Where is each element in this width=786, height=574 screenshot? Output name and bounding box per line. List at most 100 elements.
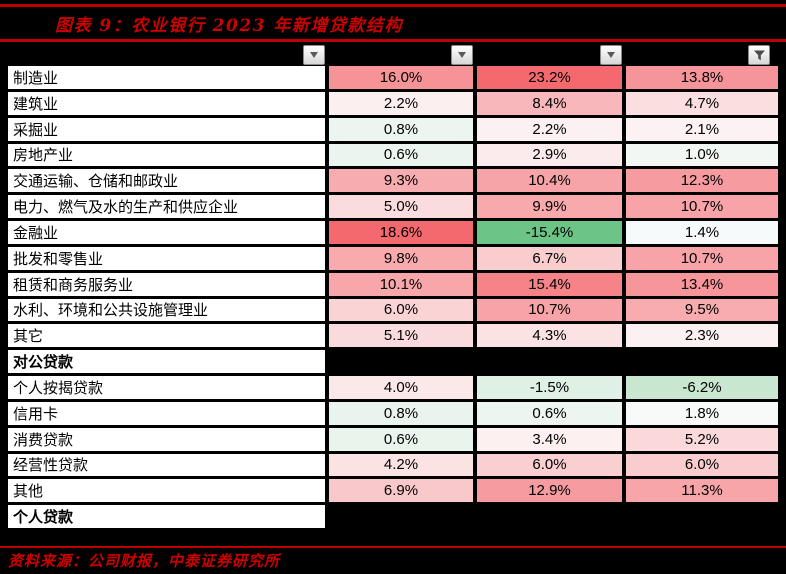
value-cell: 4.3% <box>477 324 622 351</box>
table-row: 金融业 18.6% -15.4% 1.4% <box>8 221 778 247</box>
table-row: 个人按揭贷款 4.0% -1.5% -6.2% <box>8 376 778 402</box>
filter-dropdown-button-col1[interactable] <box>451 45 473 65</box>
chevron-down-icon <box>310 52 318 58</box>
source-note: 资料来源：公司财报，中泰证券研究所 <box>8 552 281 570</box>
table-row: 其它 5.1% 4.3% 2.3% <box>8 324 778 351</box>
value-cell: 1.8% <box>626 401 778 428</box>
table-row: 消费贷款 0.6% 3.4% 5.2% <box>8 427 778 454</box>
figure-title-text: 农业银行 2023 年新增贷款结构 <box>131 16 403 36</box>
value-cell: 10.7% <box>626 195 778 221</box>
row-label: 其它 <box>8 324 325 351</box>
value-cell <box>477 350 622 376</box>
value-cell: 5.1% <box>329 324 473 351</box>
row-label: 交通运输、仓储和邮政业 <box>8 169 325 196</box>
row-label: 其他 <box>8 479 325 506</box>
value-cell: 0.6% <box>477 401 622 428</box>
value-cell: 13.8% <box>626 66 778 92</box>
value-cell: 2.2% <box>477 117 622 144</box>
value-cell: 9.3% <box>329 169 473 196</box>
value-cell: 4.0% <box>329 376 473 402</box>
value-cell: 0.6% <box>329 143 473 170</box>
value-cell: 1.4% <box>626 221 778 247</box>
table-row: 建筑业 2.2% 8.4% 4.7% <box>8 91 778 118</box>
value-cell: 6.0% <box>329 298 473 325</box>
table-row: 其他 6.9% 12.9% 11.3% <box>8 479 778 506</box>
value-cell: 9.5% <box>626 298 778 325</box>
table-rows: 制造业 16.0% 23.2% 13.8% 建筑业 2.2% 8.4% 4.7% 采掘业 0.8%… <box>8 66 778 531</box>
value-cell <box>477 505 622 531</box>
value-cell: 3.4% <box>477 427 622 454</box>
value-cell: 5.0% <box>329 195 473 221</box>
row-label: 制造业 <box>8 66 325 92</box>
value-cell <box>329 505 473 531</box>
bottom-rule <box>0 546 786 548</box>
title-underline-rule <box>0 39 786 42</box>
section-row: 个人贷款 <box>8 505 778 531</box>
value-cell: 2.1% <box>626 117 778 144</box>
value-cell: 5.2% <box>626 427 778 454</box>
value-cell: 6.7% <box>477 246 622 273</box>
value-cell: 4.2% <box>329 453 473 480</box>
row-label: 个人按揭贷款 <box>8 376 325 402</box>
value-cell: -15.4% <box>477 221 622 247</box>
funnel-icon <box>753 50 765 60</box>
row-label: 建筑业 <box>8 91 325 118</box>
value-cell: 13.4% <box>626 272 778 299</box>
value-cell: 10.7% <box>477 298 622 325</box>
section-label: 对公贷款 <box>8 350 325 376</box>
value-cell: 23.2% <box>477 66 622 92</box>
filter-dropdown-button-labels[interactable] <box>303 45 325 65</box>
row-label: 租赁和商务服务业 <box>8 272 325 299</box>
value-cell <box>626 505 778 531</box>
table-row: 信用卡 0.8% 0.6% 1.8% <box>8 401 778 428</box>
value-cell: 0.8% <box>329 401 473 428</box>
value-cell: -6.2% <box>626 376 778 402</box>
table-filter-header <box>8 43 778 66</box>
row-label: 水利、环境和公共设施管理业 <box>8 298 325 325</box>
value-cell: 6.0% <box>626 453 778 480</box>
value-cell: 15.4% <box>477 272 622 299</box>
value-cell: 4.7% <box>626 91 778 118</box>
loan-structure-table: 制造业 16.0% 23.2% 13.8% 建筑业 2.2% 8.4% 4.7% 采掘业 0.8%… <box>8 43 778 531</box>
figure-label: 图表 9： <box>55 16 132 36</box>
value-cell: 12.9% <box>477 479 622 506</box>
table-row: 房地产业 0.6% 2.9% 1.0% <box>8 143 778 170</box>
value-cell: 18.6% <box>329 221 473 247</box>
value-cell <box>626 350 778 376</box>
table-row: 制造业 16.0% 23.2% 13.8% <box>8 66 778 92</box>
row-label: 金融业 <box>8 221 325 247</box>
table-row: 电力、燃气及水的生产和供应企业 5.0% 9.9% 10.7% <box>8 195 778 221</box>
value-cell: 10.7% <box>626 246 778 273</box>
value-cell: 2.2% <box>329 91 473 118</box>
row-label: 经营性贷款 <box>8 453 325 480</box>
value-cell: 9.9% <box>477 195 622 221</box>
filter-dropdown-button-col2[interactable] <box>600 45 622 65</box>
value-cell: 11.3% <box>626 479 778 506</box>
value-cell: 1.0% <box>626 143 778 170</box>
value-cell: 0.8% <box>329 117 473 144</box>
row-label: 采掘业 <box>8 117 325 144</box>
row-label: 信用卡 <box>8 401 325 428</box>
value-cell: 6.0% <box>477 453 622 480</box>
table-row: 采掘业 0.8% 2.2% 2.1% <box>8 117 778 144</box>
value-cell: 9.8% <box>329 246 473 273</box>
table-row: 水利、环境和公共设施管理业 6.0% 10.7% 9.5% <box>8 298 778 325</box>
value-cell: 8.4% <box>477 91 622 118</box>
value-cell <box>329 350 473 376</box>
row-label: 批发和零售业 <box>8 246 325 273</box>
row-label: 电力、燃气及水的生产和供应企业 <box>8 195 325 221</box>
chevron-down-icon <box>607 52 615 58</box>
top-rule <box>0 4 786 7</box>
row-label: 房地产业 <box>8 143 325 170</box>
value-cell: -1.5% <box>477 376 622 402</box>
row-label: 消费贷款 <box>8 427 325 454</box>
figure-title: 图表 9：农业银行 2023 年新增贷款结构 <box>55 11 403 36</box>
value-cell: 12.3% <box>626 169 778 196</box>
table-row: 交通运输、仓储和邮政业 9.3% 10.4% 12.3% <box>8 169 778 196</box>
value-cell: 2.3% <box>626 324 778 351</box>
section-row: 对公贷款 <box>8 350 778 376</box>
filter-active-button-col3[interactable] <box>748 45 770 65</box>
value-cell: 10.1% <box>329 272 473 299</box>
table-row: 租赁和商务服务业 10.1% 15.4% 13.4% <box>8 272 778 299</box>
